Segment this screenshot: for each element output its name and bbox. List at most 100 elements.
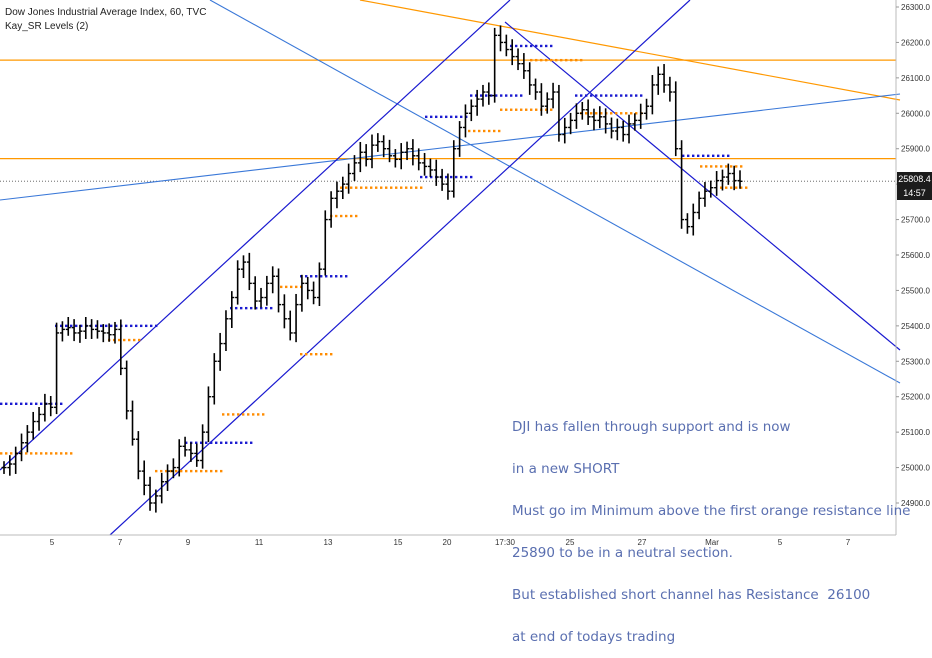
sr-dot [295,285,298,289]
ohlc-bar [77,324,83,343]
sr-dot [105,324,108,328]
short-channel-line [504,21,901,351]
ohlc-bar [42,393,48,422]
ohlc-bar [538,83,544,116]
sr-dot [550,108,553,111]
sr-dot [195,469,198,473]
sr-dot [575,94,578,97]
ohlc-bar [54,322,60,415]
ohlc-bar [48,396,54,417]
sr-dot [45,452,48,455]
ohlc-bar [369,134,375,169]
sr-dot [70,324,73,328]
sr-dot [145,324,148,328]
ohlc-bar [205,386,211,443]
ohlc-bar [381,135,387,158]
sr-dot [60,452,63,455]
annotation-line: in a new SHORT [512,461,620,477]
y-tick-label: 25200.0 [901,393,930,402]
sr-dot [610,94,613,97]
ohlc-bar [19,433,25,462]
sr-dot [50,452,53,455]
ohlc-bar [661,64,667,93]
ohlc-bar [194,443,200,467]
support-dots [700,165,743,168]
sr-dot [425,175,428,179]
ohlc-bar [100,324,106,343]
support-dots [280,285,303,289]
sr-dot [420,175,423,179]
sr-dot [535,44,538,48]
x-tick-label: 25 [566,538,575,547]
ohlc-bar [398,143,404,170]
ohlc-bar [579,101,585,120]
sr-dot [540,58,543,62]
sr-dot [25,452,28,455]
sr-dot [540,44,543,48]
ohlc-bar [94,320,100,339]
sr-dot [210,469,213,473]
ohlc-bar [217,332,223,371]
ohlc-bar [287,310,293,341]
ohlc-bar [655,66,661,95]
sr-dot [515,94,518,97]
sr-dot [468,129,471,133]
sr-dot [515,44,518,48]
sr-dot [80,324,83,328]
sr-dot [330,353,333,356]
sr-dot [615,94,618,97]
sr-dot [595,94,598,97]
sr-dot [692,154,695,157]
ohlc-bar [299,274,305,312]
support-dots [340,186,423,189]
sr-dot [485,94,488,97]
ohlc-bar [614,118,620,141]
chart-annotation: DJI has fallen through support and is no… [512,392,910,658]
annotation-line: 25890 to be in a neutral section. [512,545,733,561]
sr-dot [615,112,618,115]
price-chart[interactable]: 26300.026200.026100.026000.025900.025800… [0,0,932,550]
resistance-dots [420,175,473,179]
ohlc-bar [626,114,632,144]
ohlc-bar [141,460,147,496]
y-tick-label: 26000.0 [901,109,930,118]
y-tick-label: 25300.0 [901,357,930,366]
sr-dotted-levels [0,44,748,473]
sr-dot [285,285,288,289]
sr-dot [400,186,403,189]
sr-dot [370,186,373,189]
support-dots [530,58,583,62]
sr-dot [118,338,121,342]
resistance-dots [55,324,158,328]
sr-dot [590,94,593,97]
resistance-dots [230,306,273,310]
sr-dot [220,469,223,473]
ohlc-bar [597,106,603,129]
ohlc-bar [556,84,562,142]
ohlc-bar [165,464,171,491]
ohlc-bar [702,182,708,207]
sr-dot [702,154,705,157]
resistance-dots [185,441,253,444]
ohlc-bar [281,294,287,329]
sr-dot [240,306,243,310]
sr-dot [700,165,703,168]
sr-dot [175,469,178,473]
sr-dot [140,324,143,328]
ohlc-bar [229,291,235,328]
sr-dot [310,275,313,278]
chart-legend: Dow Jones Industrial Average Index, 60, … [5,6,206,34]
ohlc-bar [562,117,568,144]
ohlc-bar [521,53,527,79]
sr-dot [515,108,518,111]
ohlc-bar [690,203,696,236]
sr-dot [535,108,538,111]
ohlc-bar [36,406,42,431]
sr-dot [500,94,503,97]
y-tick-label: 26100.0 [901,74,930,83]
sr-dot [590,112,593,115]
sr-dot [300,353,303,356]
sr-dot [530,108,533,111]
ohlc-bar [632,113,638,131]
support-dots [580,112,643,115]
